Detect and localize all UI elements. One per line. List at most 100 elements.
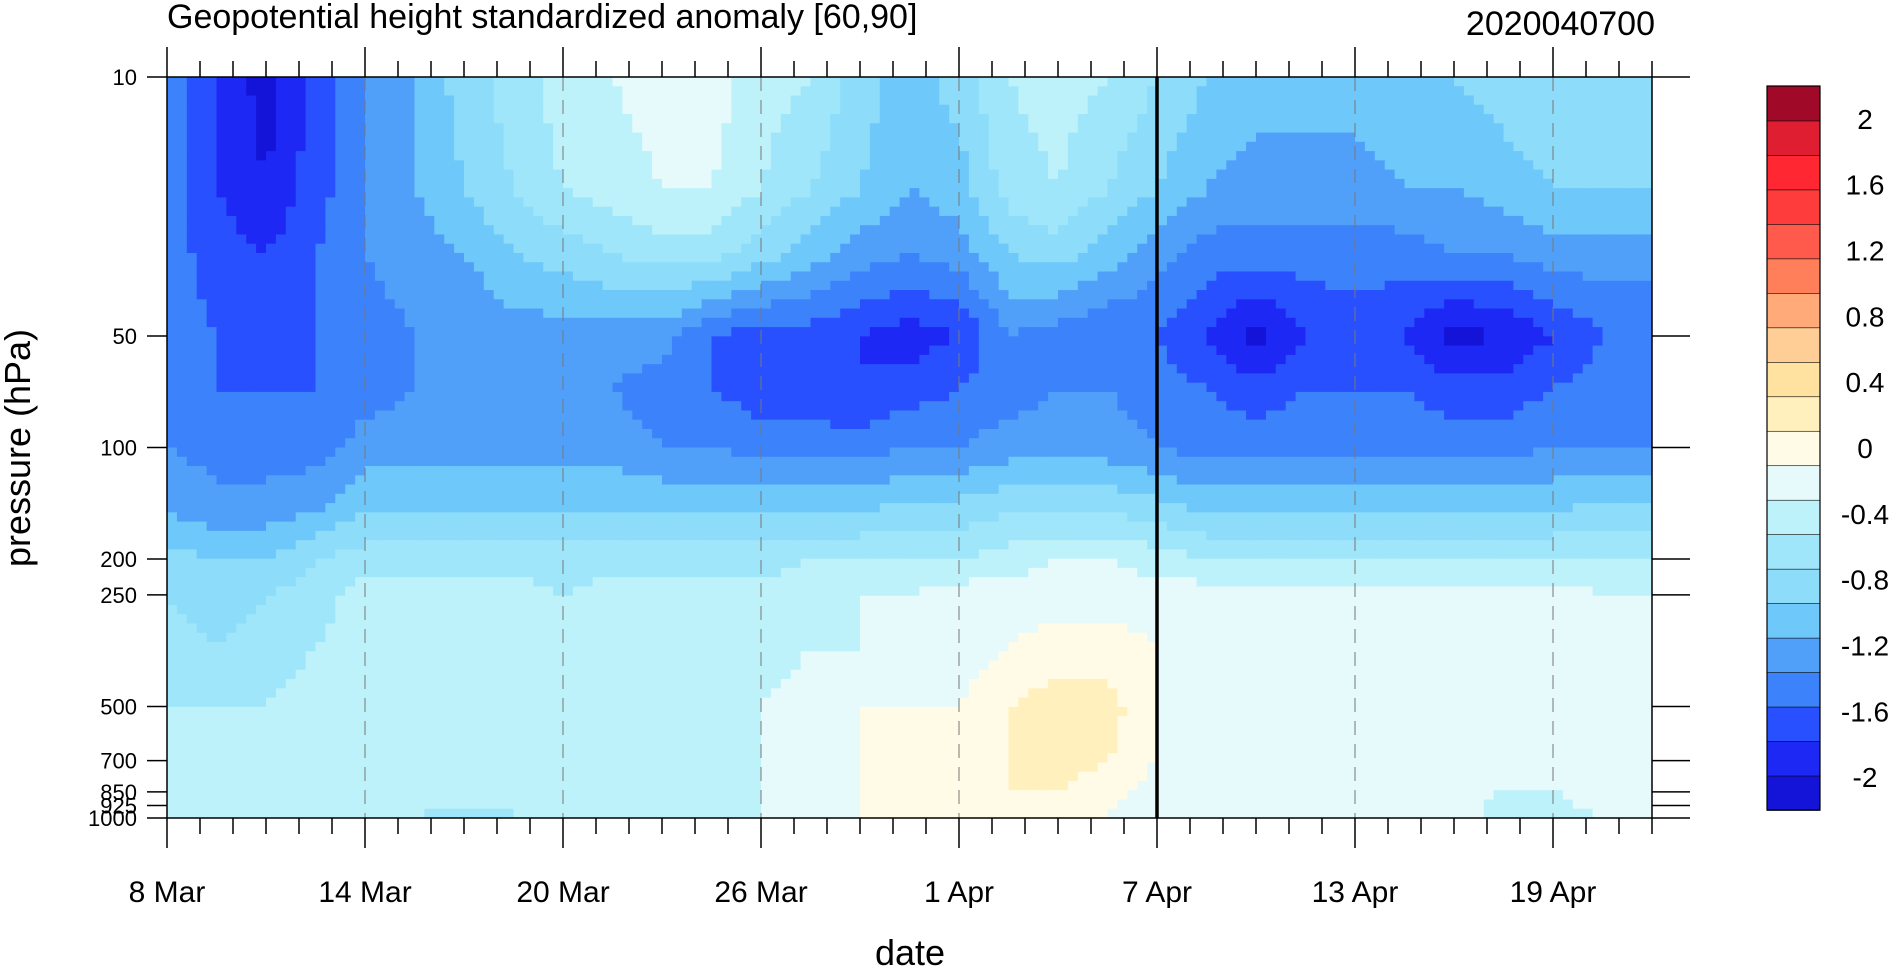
contour-cell — [196, 132, 208, 143]
contour-cell — [553, 123, 564, 134]
contour-cell — [691, 271, 703, 282]
contour-cell — [1315, 299, 1326, 310]
contour-cell — [1582, 160, 1594, 171]
contour-cell — [523, 243, 534, 254]
contour-cell — [949, 271, 960, 282]
contour-cell — [1305, 132, 1316, 143]
contour-cell — [424, 169, 435, 180]
contour-cell — [256, 169, 267, 180]
contour-cell — [820, 345, 831, 356]
contour-cell — [1335, 271, 1346, 282]
contour-cell — [1028, 114, 1039, 124]
contour-cell — [483, 169, 495, 180]
contour-cell — [295, 188, 307, 199]
contour-cell — [701, 86, 713, 97]
contour-cell — [434, 77, 445, 87]
contour-cell — [315, 225, 326, 236]
contour-cell — [414, 132, 425, 143]
contour-cell — [1562, 243, 1574, 254]
contour-cell — [622, 364, 633, 374]
contour-cell — [632, 151, 643, 161]
contour-cell — [1157, 188, 1168, 199]
contour-cell — [1612, 317, 1623, 328]
contour-cell — [355, 252, 366, 263]
contour-cell — [1137, 206, 1148, 217]
contour-cell — [899, 234, 911, 245]
contour-cell — [1107, 178, 1118, 189]
contour-cell — [1364, 132, 1376, 143]
contour-cell — [1404, 336, 1415, 347]
contour-cell — [1572, 151, 1584, 161]
contour-cell — [295, 197, 307, 208]
contour-cell — [1325, 364, 1336, 374]
contour-cell — [1018, 141, 1029, 152]
contour-cell — [1256, 262, 1267, 273]
contour-cell — [1275, 252, 1287, 263]
contour-cell — [899, 86, 911, 97]
contour-cell — [1364, 234, 1376, 245]
contour-cell — [731, 243, 742, 254]
contour-cell — [404, 225, 416, 236]
contour-cell — [691, 243, 703, 254]
contour-cell — [493, 336, 505, 347]
contour-cell — [1503, 345, 1514, 356]
contour-cell — [563, 132, 574, 143]
contour-cell — [968, 364, 980, 374]
contour-cell — [721, 299, 732, 310]
contour-cell — [1087, 271, 1099, 282]
contour-cell — [860, 262, 871, 273]
contour-cell — [959, 169, 970, 180]
contour-cell — [1424, 373, 1435, 384]
contour-cell — [1157, 262, 1168, 273]
contour-cell — [404, 290, 416, 300]
contour-cell — [1523, 160, 1534, 171]
contour-cell — [1166, 132, 1178, 143]
contour-cell — [464, 308, 475, 319]
contour-cell — [1285, 373, 1297, 384]
contour-cell — [1117, 354, 1128, 365]
contour-cell — [473, 317, 485, 328]
contour-cell — [671, 271, 683, 282]
contour-cell — [949, 123, 960, 134]
contour-cell — [642, 364, 653, 374]
contour-cell — [1285, 345, 1297, 356]
contour-cell — [1424, 252, 1435, 263]
contour-cell — [1493, 336, 1505, 347]
contour-cell — [483, 104, 495, 115]
contour-cell — [1553, 364, 1564, 374]
contour-cell — [394, 132, 406, 143]
contour-cell — [1147, 123, 1158, 134]
contour-cell — [1503, 206, 1514, 217]
contour-cell — [513, 114, 524, 124]
contour-cell — [1483, 354, 1495, 365]
contour-cell — [1454, 114, 1465, 124]
contour-cell — [1018, 262, 1029, 273]
contour-cell — [939, 114, 950, 124]
contour-cell — [236, 290, 247, 300]
contour-cell — [404, 280, 416, 291]
contour-cell — [780, 206, 792, 217]
contour-cell — [810, 327, 821, 337]
contour-cell — [196, 77, 208, 87]
contour-cell — [454, 308, 465, 319]
contour-cell — [652, 160, 663, 171]
contour-cell — [1444, 141, 1455, 152]
contour-cell — [186, 299, 198, 310]
contour-cell — [1345, 373, 1356, 384]
contour-cell — [1543, 280, 1554, 291]
contour-field — [167, 77, 1652, 818]
contour-cell — [592, 215, 604, 226]
contour-cell — [1236, 234, 1247, 245]
contour-cell — [632, 308, 643, 319]
contour-cell — [850, 86, 861, 97]
contour-cell — [315, 132, 326, 143]
contour-cell — [721, 151, 732, 161]
contour-cell — [899, 308, 911, 319]
contour-cell — [1256, 317, 1267, 328]
contour-cell — [889, 364, 901, 374]
contour-cell — [662, 188, 673, 199]
contour-cell — [1157, 197, 1168, 208]
contour-cell — [186, 160, 198, 171]
contour-cell — [572, 290, 584, 300]
contour-cell — [1038, 169, 1049, 180]
